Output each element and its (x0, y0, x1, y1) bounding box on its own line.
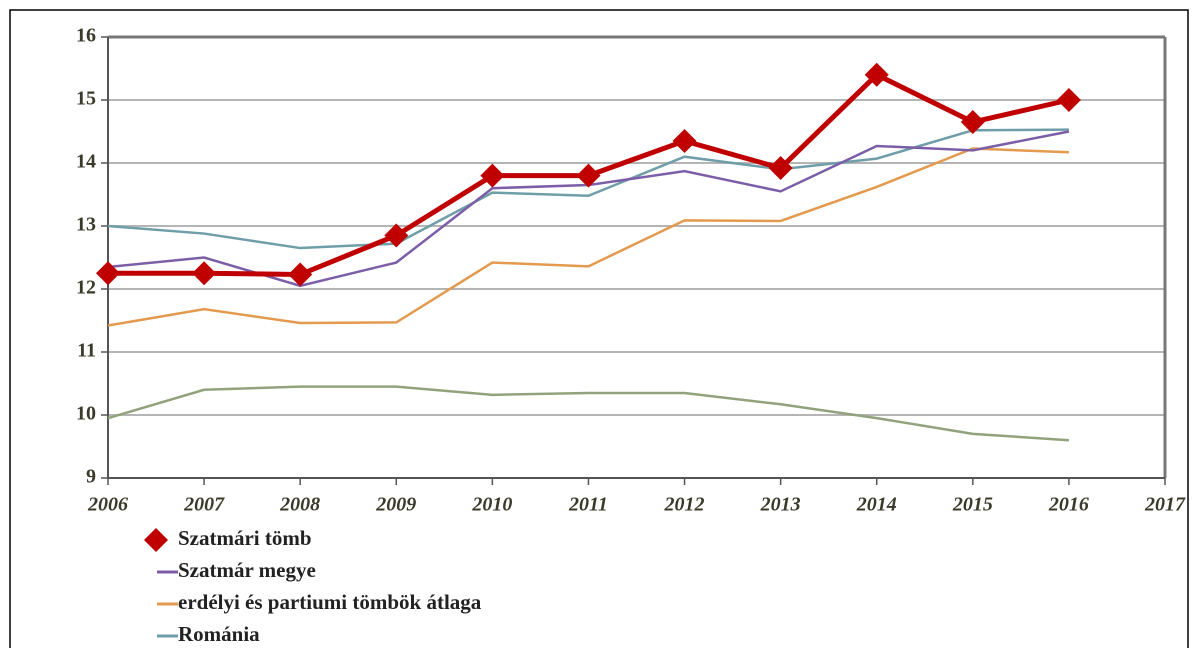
marker (192, 261, 217, 286)
x-tick-label: 2014 (856, 494, 897, 516)
marker (576, 163, 601, 188)
x-tick-label: 2010 (471, 494, 512, 516)
y-tick-label: 16 (76, 25, 96, 47)
y-tick-label: 13 (76, 214, 96, 236)
marker (96, 261, 120, 286)
marker (672, 128, 697, 153)
x-tick-label: 2009 (375, 494, 416, 516)
y-tick-label: 14 (76, 151, 96, 173)
y-tick-label: 12 (76, 277, 96, 299)
y-tick-label: 9 (86, 466, 96, 488)
y-tick-label: 10 (76, 403, 96, 425)
series-line (107, 128, 1069, 250)
legend-label: Románia (178, 622, 260, 646)
y-tick-label: 11 (77, 340, 96, 362)
x-tick-label: 2011 (568, 494, 608, 516)
marker (864, 62, 889, 87)
x-tick-label: 2013 (760, 494, 801, 516)
series-line (107, 385, 1069, 442)
x-tick-label: 2012 (664, 494, 705, 516)
y-tick-label: 15 (76, 88, 96, 110)
legend-label: erdélyi és partiumi tömbök átlaga (178, 590, 482, 614)
series-line (107, 130, 1070, 288)
frame (9, 9, 1189, 648)
x-tick-label: 2017 (1144, 494, 1186, 516)
legend-label: Szatmár megye (178, 558, 316, 582)
legend-marker (144, 528, 168, 552)
legend-label: Szatmári tömb (178, 526, 312, 550)
x-tick-label: 2007 (183, 494, 225, 516)
marker (768, 156, 793, 181)
x-tick-label: 2015 (952, 494, 993, 516)
x-tick-label: 2006 (87, 494, 128, 516)
marker (480, 163, 505, 188)
marker (288, 262, 313, 287)
marker (384, 223, 409, 248)
marker (1056, 88, 1081, 112)
x-tick-label: 2016 (1048, 494, 1089, 516)
marker (960, 110, 985, 135)
x-tick-label: 2008 (279, 494, 320, 516)
series-line (107, 147, 1069, 327)
